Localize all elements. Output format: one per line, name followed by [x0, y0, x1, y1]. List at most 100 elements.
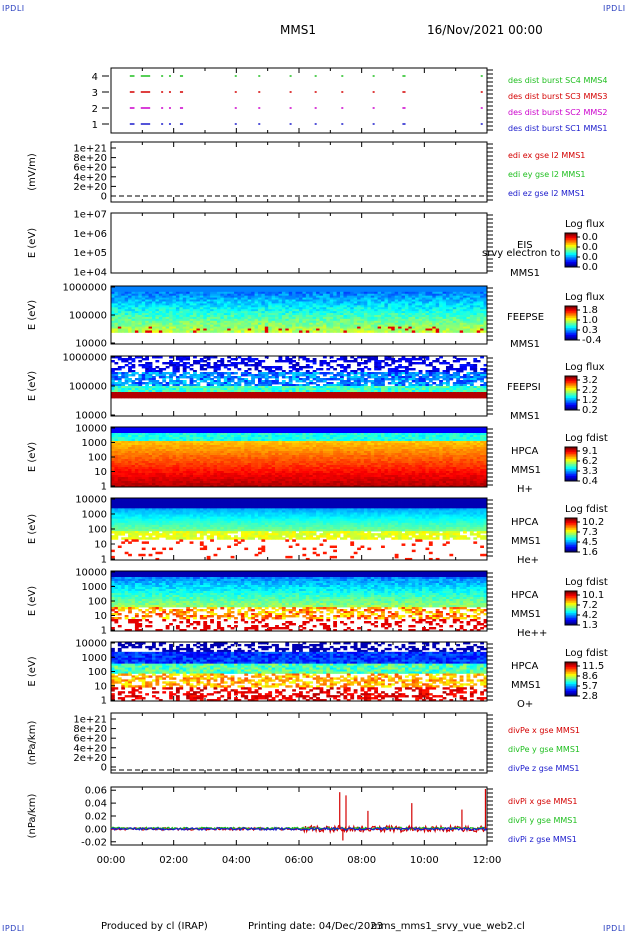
spectrogram-cell [131, 299, 136, 302]
spectrogram-cell [432, 386, 437, 389]
spectrogram-cell [469, 315, 474, 318]
spectrogram-cell [213, 326, 218, 329]
spectrogram-cell [114, 388, 119, 391]
spectrogram-cell [175, 378, 180, 381]
spectrogram-cell [473, 394, 478, 397]
spectrogram-cell [363, 360, 368, 363]
spectrogram-cell [285, 388, 290, 391]
spectrogram-cell [172, 328, 177, 331]
spectrogram-cell [452, 330, 457, 333]
spectrogram-cell [452, 320, 457, 324]
spectrogram-cell [302, 301, 307, 304]
spectrogram-cell [117, 289, 122, 293]
spectrogram-cell [189, 392, 194, 395]
spectrogram-cell [480, 313, 484, 316]
spectrogram-cell [124, 382, 129, 385]
spectrogram-cell [387, 358, 392, 361]
eis-colorbar-swatch [565, 260, 577, 263]
spectrogram-cell [268, 326, 273, 329]
spectrogram-cell [179, 301, 184, 304]
spectrogram-cell [199, 320, 204, 324]
spectrogram-cell [271, 324, 276, 327]
spectrogram-cell [227, 293, 232, 297]
spectrogram-cell [203, 318, 208, 322]
eis-mms-label: MMS1 [510, 268, 540, 279]
spectrogram-cell [111, 453, 115, 456]
panel-feepse-colorbar-title: Log flux [565, 292, 605, 303]
spectrogram-cell [189, 322, 194, 326]
spectrogram-cell [196, 362, 201, 365]
spectrogram-cell [398, 311, 402, 314]
spectrogram-cell [343, 320, 348, 324]
spectrogram-cell [353, 318, 358, 322]
spectrogram-cell [381, 328, 385, 331]
spectrogram-cell [343, 386, 348, 389]
spectrogram-cell [251, 328, 255, 331]
spectrogram-cell [422, 388, 426, 391]
spectrogram-cell [114, 473, 119, 476]
spectrogram-cell [370, 328, 375, 331]
spectrogram-cell [213, 315, 218, 318]
spectrogram-cell [193, 316, 197, 320]
spectrogram-cell [353, 307, 358, 310]
spectrogram-cell [117, 301, 122, 304]
spectrogram-cell [428, 322, 433, 326]
spectrogram-cell [134, 394, 139, 397]
spectrogram-cell [162, 313, 167, 316]
spectrogram-cell [408, 372, 413, 375]
spectrogram-cell [316, 386, 320, 389]
spectrogram-cell [244, 297, 249, 300]
spectrogram-cell [391, 326, 396, 329]
spectrogram-cell [367, 313, 372, 316]
spectrogram-cell [199, 291, 204, 295]
spectrogram-cell [230, 291, 235, 295]
spectrogram-cell [473, 326, 478, 329]
spectrogram-cell [422, 330, 426, 333]
spectrogram-cell [336, 364, 341, 367]
spectrogram-cell [257, 316, 262, 320]
spectrogram-cell [165, 328, 170, 331]
spectrogram-cell [179, 360, 184, 363]
spectrogram-cell [346, 394, 351, 397]
spectrogram-cell [186, 297, 191, 300]
spectrogram-cell [158, 392, 163, 395]
spectrogram-cell [422, 286, 426, 289]
spectrogram-cell [124, 358, 129, 361]
spectrogram-cell [234, 291, 238, 295]
spectrogram-cell [230, 388, 235, 391]
spectrogram-cell [117, 455, 122, 458]
spectrogram-cell [199, 286, 204, 289]
spectrogram-cell [172, 382, 177, 385]
spectrogram-cell [428, 301, 433, 304]
spectrogram-cell [148, 315, 153, 318]
spectrogram-cell [158, 356, 163, 359]
spectrogram-cell [278, 372, 283, 375]
spectrogram-cell [302, 374, 307, 377]
panel-feepsi-colorbar-swatch [565, 389, 577, 392]
spectrogram-cell [121, 471, 126, 474]
spectrogram-cell [169, 362, 173, 365]
spectrogram-cell [418, 388, 423, 391]
spectrogram-cell [428, 372, 433, 375]
spectrogram-cell [394, 286, 399, 289]
spectrogram-cell [353, 396, 358, 399]
spectrogram-cell [254, 311, 259, 314]
spectrogram-cell [288, 293, 293, 297]
spectrogram-cell [234, 324, 238, 327]
spectrogram-cell [326, 364, 331, 367]
spectrogram-cell [131, 483, 136, 486]
spectrogram-cell [309, 299, 314, 302]
spectrogram-cell [312, 322, 317, 326]
spectrogram-cell [322, 386, 327, 389]
spectrogram-cell [288, 303, 293, 306]
spectrogram-cell [432, 315, 437, 318]
spectrogram-cell [418, 326, 423, 329]
spectrogram-cell [473, 309, 478, 312]
spectrogram-cell [295, 394, 300, 397]
spectrogram-cell [138, 322, 143, 326]
spectrogram-cell [463, 299, 467, 302]
spectrogram-cell [483, 376, 488, 379]
spectrogram-cell [227, 320, 232, 324]
spectrogram-cell [216, 309, 221, 312]
spectrogram-cell [353, 378, 358, 381]
